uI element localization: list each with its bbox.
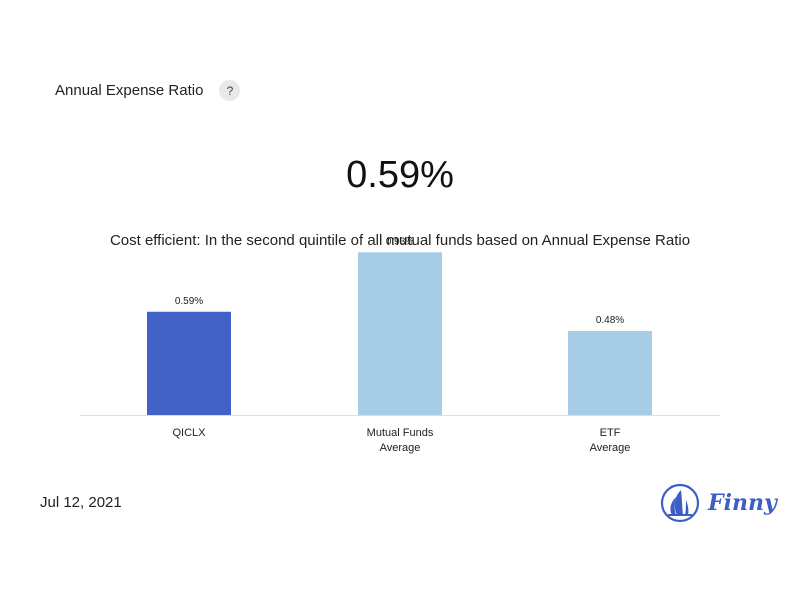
category-label: QICLX — [172, 427, 206, 439]
category-label: ETF — [600, 427, 621, 439]
category-label: Average — [380, 442, 421, 454]
category-label: Mutual Funds — [367, 427, 434, 439]
bar-value-label: 0.48% — [596, 315, 624, 326]
brand-name: Finny — [708, 490, 777, 516]
sailboat-icon — [660, 483, 700, 523]
bar[interactable] — [358, 252, 442, 415]
bar[interactable] — [568, 331, 652, 415]
category-label: Average — [590, 442, 631, 454]
chart-header: Annual Expense Ratio ? — [55, 80, 241, 101]
help-icon[interactable]: ? — [219, 80, 241, 101]
bar[interactable] — [147, 311, 231, 415]
bar-chart: 0.59% QICLX 0.93% Mutual Funds Average 0.48% E… — [80, 236, 720, 454]
brand-logo[interactable]: Finny — [660, 483, 777, 523]
bar-value-label: 0.59% — [175, 296, 203, 307]
metric-value: 0.59% — [346, 154, 454, 196]
as-of-date: Jul 12, 2021 — [40, 494, 122, 511]
metric-title: Annual Expense Ratio — [55, 82, 204, 99]
metric-description: Cost efficient: In the second quintile o… — [109, 232, 691, 249]
bar-value-label: 0.93% — [386, 236, 414, 247]
